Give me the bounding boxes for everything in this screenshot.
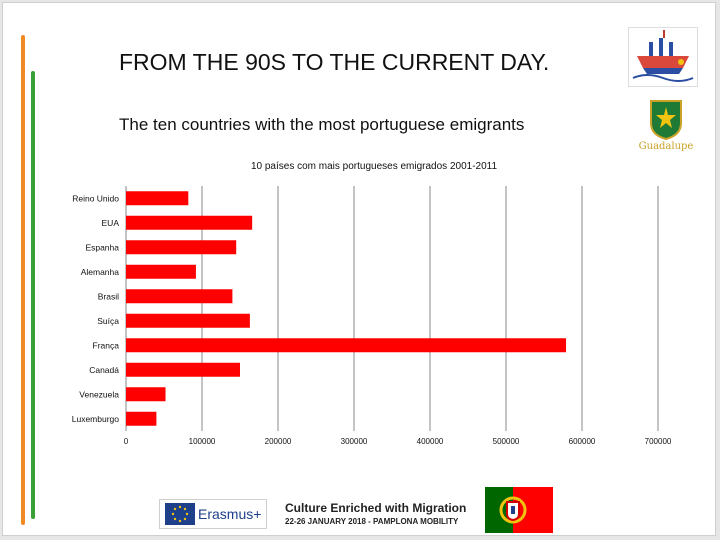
category-label: Brasil — [98, 291, 119, 301]
category-label: Reino Unido — [72, 193, 119, 203]
x-tick-label: 500000 — [493, 437, 520, 446]
chart-title: 10 países com mais portugueses emigrados… — [251, 161, 498, 172]
x-tick-label: 100000 — [189, 437, 216, 446]
x-tick-label: 200000 — [265, 437, 292, 446]
bar-chart: 10 países com mais portugueses emigrados… — [72, 161, 672, 446]
erasmus-label: Erasmus+ — [198, 506, 262, 522]
slide-title: FROM THE 90S TO THE CURRENT DAY. — [119, 49, 550, 75]
crest-label: Guadalupe — [638, 141, 694, 152]
slide-subtitle: The ten countries with the most portugue… — [119, 115, 525, 134]
category-label: Espanha — [85, 242, 119, 252]
bar — [126, 313, 250, 328]
bar — [126, 387, 166, 402]
bar — [126, 362, 240, 377]
bar — [126, 289, 233, 304]
bar — [126, 411, 157, 426]
x-tick-label: 700000 — [645, 437, 672, 446]
ship-logo-icon — [628, 27, 698, 87]
x-tick-label: 0 — [124, 437, 129, 446]
bar — [126, 191, 189, 206]
x-tick-label: 400000 — [417, 437, 444, 446]
category-label: Luxemburgo — [72, 414, 120, 424]
portugal-flag-icon — [485, 487, 553, 533]
category-label: França — [93, 340, 120, 350]
guadalupe-crest-icon: Guadalupe — [635, 99, 697, 157]
erasmus-logo: Erasmus+ — [159, 499, 267, 529]
category-label: EUA — [102, 218, 120, 228]
x-tick-label: 600000 — [569, 437, 596, 446]
eu-flag-icon — [165, 503, 195, 525]
category-label: Venezuela — [79, 389, 119, 399]
category-label: Alemanha — [81, 267, 120, 277]
banner-subtitle: 22-26 JANUARY 2018 - PAMPLONA MOBILITY — [285, 517, 459, 526]
accent-bar-green — [31, 71, 35, 519]
category-label: Canadá — [89, 365, 119, 375]
banner-title: Culture Enriched with Migration — [285, 501, 467, 515]
bar — [126, 264, 196, 279]
bar — [126, 338, 567, 353]
accent-bar-orange — [21, 35, 25, 525]
bar — [126, 240, 237, 255]
x-tick-label: 300000 — [341, 437, 368, 446]
category-label: Suíça — [97, 316, 119, 326]
bar — [126, 215, 253, 230]
